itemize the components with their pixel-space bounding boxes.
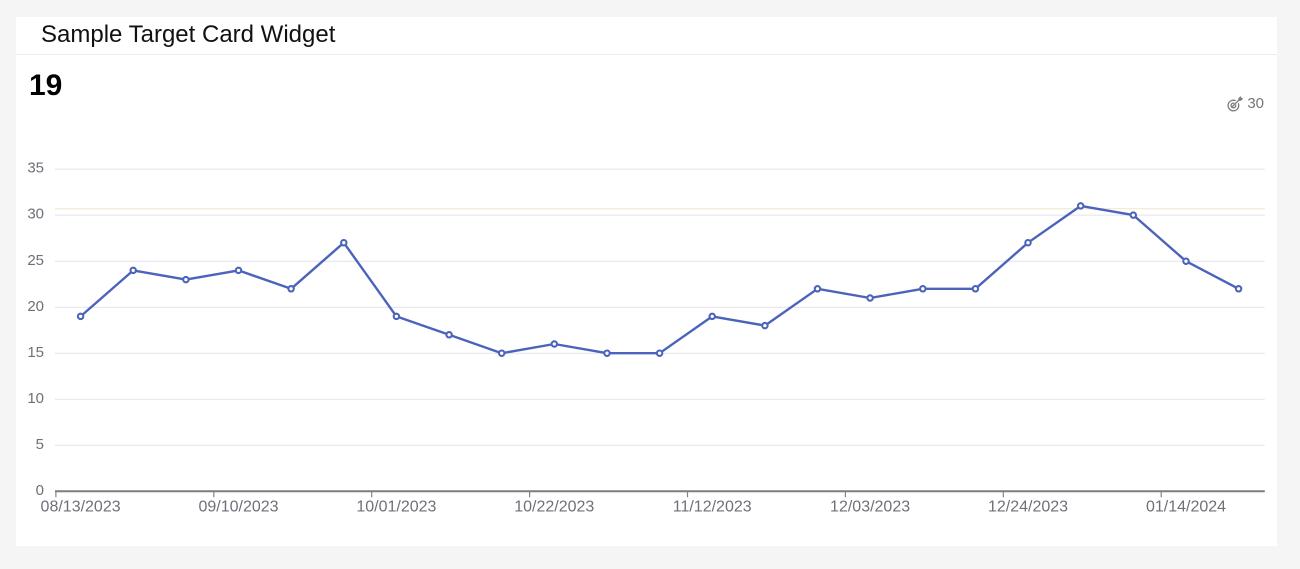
svg-text:11/12/2023: 11/12/2023 xyxy=(673,499,752,516)
svg-text:35: 35 xyxy=(27,160,44,177)
svg-text:15: 15 xyxy=(27,344,44,361)
svg-text:12/03/2023: 12/03/2023 xyxy=(830,499,910,516)
svg-text:0: 0 xyxy=(36,482,44,499)
svg-text:08/13/2023: 08/13/2023 xyxy=(41,499,121,516)
svg-text:20: 20 xyxy=(27,298,44,315)
svg-text:30: 30 xyxy=(27,206,44,223)
svg-text:12/24/2023: 12/24/2023 xyxy=(988,499,1068,516)
svg-text:10/22/2023: 10/22/2023 xyxy=(514,499,594,516)
svg-text:09/10/2023: 09/10/2023 xyxy=(198,499,278,516)
svg-text:01/14/2024: 01/14/2024 xyxy=(1146,499,1226,516)
svg-text:10/01/2023: 10/01/2023 xyxy=(356,499,436,516)
svg-text:25: 25 xyxy=(27,252,44,269)
svg-text:5: 5 xyxy=(36,436,44,453)
svg-text:10: 10 xyxy=(27,390,44,407)
